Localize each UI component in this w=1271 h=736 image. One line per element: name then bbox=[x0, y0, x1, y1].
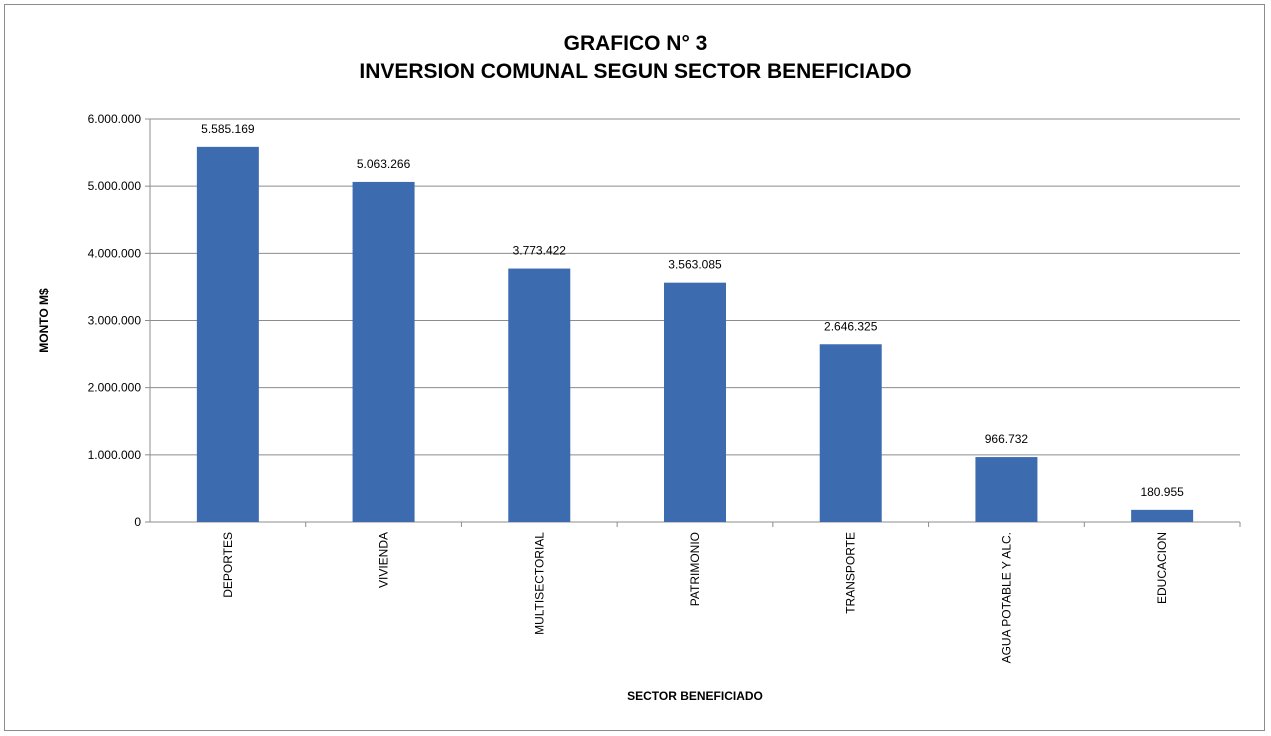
y-tick-label: 3.000.000 bbox=[88, 314, 142, 328]
chart-title-line2: INVERSION COMUNAL SEGUN SECTOR BENEFICIA… bbox=[359, 60, 912, 83]
bar-multisectorial bbox=[508, 268, 571, 522]
y-axis-ticks: 0 1.000.000 2.000.000 3.000.000 4.000.000 5.0… bbox=[88, 112, 142, 529]
category-label: DEPORTES bbox=[221, 532, 235, 598]
bar-agua-potable-y-alc bbox=[975, 457, 1038, 522]
y-tick-label: 0 bbox=[134, 515, 141, 529]
value-label: 180.955 bbox=[1140, 485, 1184, 499]
bar-patrimonio bbox=[664, 282, 726, 522]
value-label: 5.585.169 bbox=[201, 122, 255, 136]
category-label: EDUCACION bbox=[1155, 532, 1169, 604]
x-axis-title: SECTOR BENEFICIADO bbox=[627, 689, 763, 703]
category-label: MULTISECTORIAL bbox=[532, 532, 546, 635]
category-label: AGUA POTABLE Y ALC. bbox=[999, 532, 1013, 663]
bar-educacion bbox=[1131, 509, 1194, 522]
y-axis-title: MONTO M$ bbox=[37, 288, 51, 353]
value-label: 3.773.422 bbox=[513, 244, 567, 258]
y-tick-label: 6.000.000 bbox=[88, 112, 142, 126]
chart-title: GRAFICO N° 3 INVERSION COMUNAL SEGUN SEC… bbox=[0, 30, 1271, 86]
bar-transporte bbox=[819, 344, 882, 522]
value-label: 2.646.325 bbox=[824, 319, 878, 333]
y-tick-label: 4.000.000 bbox=[88, 246, 142, 260]
value-label: 3.563.085 bbox=[668, 258, 722, 272]
bar-deportes bbox=[196, 146, 259, 523]
bar-vivienda bbox=[352, 181, 415, 522]
value-label: 966.732 bbox=[985, 432, 1029, 446]
y-tick-label: 2.000.000 bbox=[88, 381, 142, 395]
y-tick-label: 5.000.000 bbox=[88, 179, 142, 193]
y-tick-label: 1.000.000 bbox=[88, 448, 142, 462]
bars bbox=[196, 146, 1194, 523]
value-label: 5.063.266 bbox=[357, 157, 411, 171]
value-labels: 5.585.169 5.063.266 3.773.422 3.563.085 2.64… bbox=[201, 122, 1184, 499]
category-labels: DEPORTES VIVIENDA MULTISECTORIAL PATRIMONIO… bbox=[221, 532, 1169, 664]
chart-title-line1: GRAFICO N° 3 bbox=[563, 32, 708, 55]
category-label: VIVIENDA bbox=[377, 532, 391, 588]
category-label: PATRIMONIO bbox=[688, 532, 702, 606]
category-label: TRANSPORTE bbox=[844, 532, 858, 614]
